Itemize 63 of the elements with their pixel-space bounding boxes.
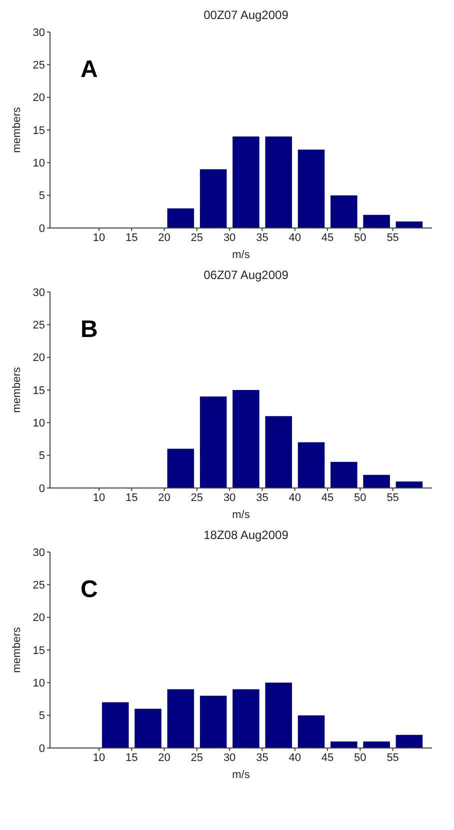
y-tick-label: 20 (32, 612, 45, 624)
x-tick-label: 45 (321, 492, 334, 504)
y-axis-title: members (10, 626, 23, 673)
y-tick-label: 5 (38, 710, 45, 722)
annotation: A (80, 56, 98, 84)
y-tick-label: 15 (32, 384, 45, 397)
x-tick-label: 20 (158, 232, 170, 244)
x-tick-label: 25 (190, 492, 204, 504)
y-tick-label: 30 (32, 286, 45, 299)
x-tick-label: 50 (354, 752, 366, 764)
x-tick-label: 35 (256, 492, 268, 504)
x-tick-label: 20 (158, 752, 170, 764)
x-tick-label: 25 (190, 752, 204, 764)
y-tick-label: 20 (32, 352, 45, 364)
y-tick-label: 15 (32, 644, 45, 657)
x-tick-label: 35 (256, 232, 268, 244)
x-tick-label: 45 (321, 232, 334, 244)
x-tick-label: 10 (92, 232, 106, 244)
x-tick-label: 40 (288, 492, 301, 504)
x-tick-label: 40 (288, 752, 301, 764)
x-tick-label: 30 (223, 232, 236, 244)
y-tick-label: 10 (32, 678, 45, 690)
x-tick-label: 55 (386, 232, 399, 244)
x-tick-label: 10 (92, 752, 106, 764)
x-tick-label: 50 (354, 492, 366, 504)
x-axis-title: m/s (232, 509, 250, 521)
y-tick-label: 15 (32, 124, 45, 137)
x-tick-label: 25 (190, 232, 204, 244)
y-tick-label: 25 (32, 580, 45, 592)
y-tick-label: 20 (32, 92, 45, 104)
y-tick-label: 10 (32, 158, 45, 170)
x-tick-label: 15 (126, 232, 138, 244)
x-tick-label: 50 (354, 232, 366, 244)
chart-title: 00Z07 Aug2009 (202, 8, 290, 24)
y-tick-label: 0 (38, 482, 45, 495)
x-tick-label: 10 (92, 492, 106, 504)
y-tick-label: 5 (38, 190, 45, 202)
x-tick-label: 35 (256, 752, 268, 764)
y-tick-label: 25 (32, 60, 45, 72)
x-tick-label: 15 (126, 492, 138, 504)
chart-title: 06Z07 Aug2009 (202, 268, 290, 284)
y-tick-label: 25 (32, 320, 45, 332)
x-tick-label: 20 (158, 492, 170, 504)
x-axis-title: m/s (232, 249, 250, 261)
y-axis-title: members (10, 366, 23, 413)
y-tick-label: 30 (32, 26, 45, 39)
y-tick-label: 30 (32, 546, 45, 559)
annotation: C (80, 576, 98, 604)
y-tick-label: 5 (38, 450, 45, 462)
x-tick-label: 55 (386, 752, 399, 764)
x-tick-label: 45 (321, 752, 334, 764)
y-tick-label: 10 (32, 418, 45, 430)
chart-title: 18Z08 Aug2009 (202, 528, 290, 544)
x-tick-label: 30 (223, 492, 236, 504)
x-axis-title: m/s (232, 769, 250, 781)
y-axis-title: members (10, 106, 23, 153)
x-tick-label: 30 (223, 752, 236, 764)
x-tick-label: 15 (126, 752, 138, 764)
y-tick-label: 0 (38, 742, 45, 755)
x-tick-label: 55 (386, 492, 399, 504)
x-tick-label: 40 (288, 232, 301, 244)
y-tick-label: 0 (38, 222, 45, 235)
annotation: B (80, 316, 98, 344)
